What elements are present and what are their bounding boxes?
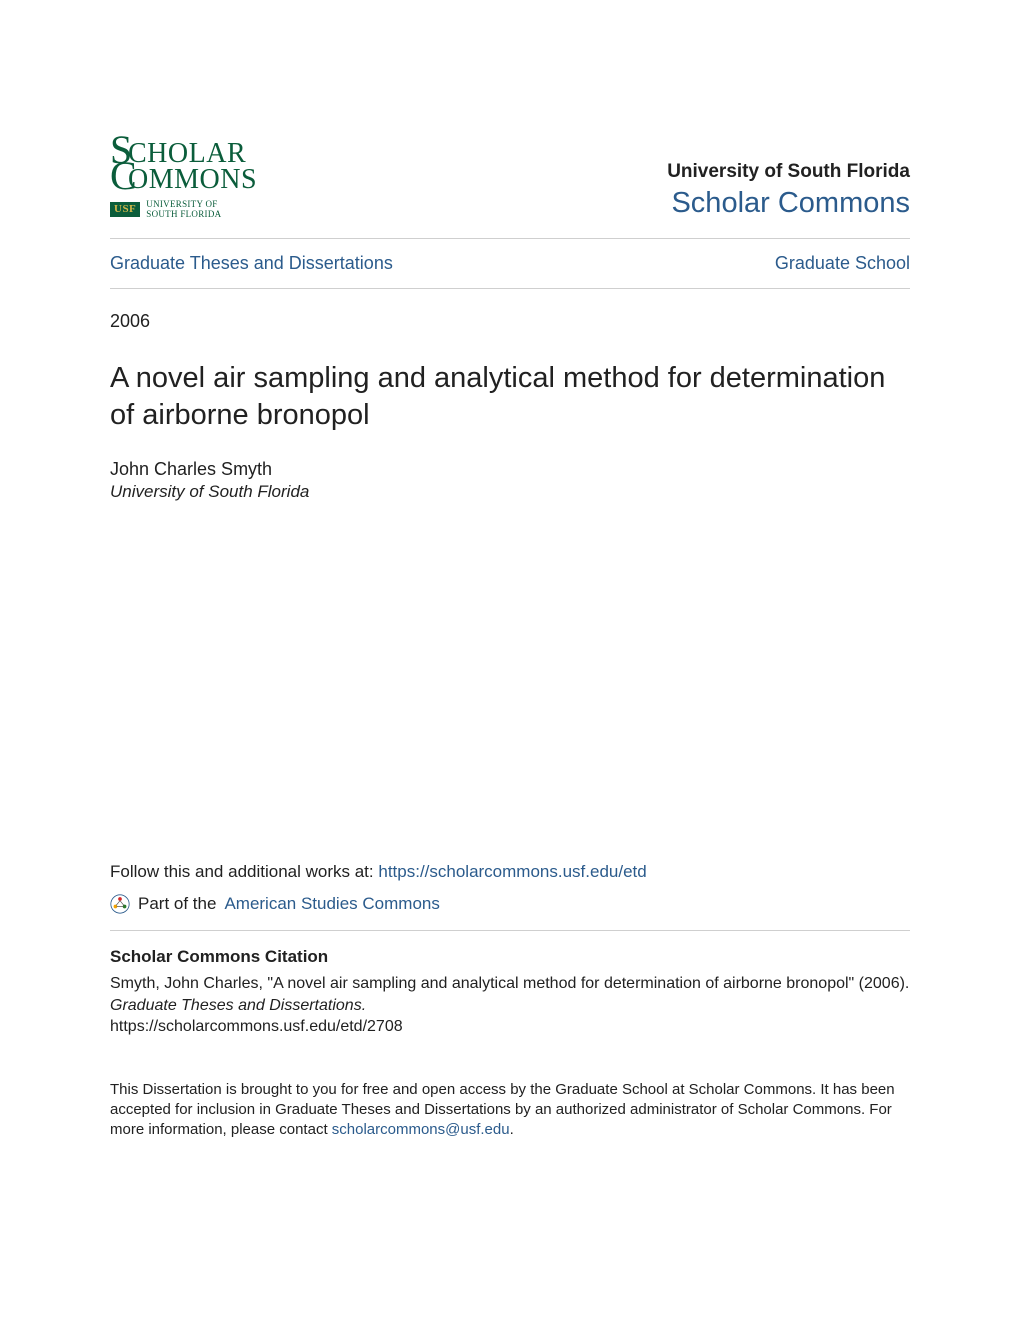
logo-cap-c: C [110, 156, 137, 196]
author-name: John Charles Smyth [110, 459, 910, 480]
institution-block: University of South Florida Scholar Comm… [667, 161, 910, 220]
discipline-link[interactable]: American Studies Commons [224, 894, 439, 914]
follow-section: Follow this and additional works at: htt… [110, 862, 910, 1141]
network-icon [110, 894, 130, 914]
citation-heading: Scholar Commons Citation [110, 947, 910, 967]
contact-email-link[interactable]: scholarcommons@usf.edu [332, 1121, 510, 1138]
usf-sub-text: UNIVERSITY OF SOUTH FLORIDA [146, 200, 221, 220]
paper-title: A novel air sampling and analytical meth… [110, 360, 910, 435]
citation-text: Smyth, John Charles, "A novel air sampli… [110, 973, 910, 1038]
repository-link[interactable]: Scholar Commons [667, 187, 910, 220]
header-row: S CHOLAR C OMMONS USF UNIVERSITY OF SOUT… [110, 140, 910, 220]
citation-year: (2006). [854, 975, 909, 992]
citation-series: Graduate Theses and Dissertations. [110, 997, 366, 1014]
collection-link[interactable]: Graduate Theses and Dissertations [110, 253, 393, 274]
citation-block: Scholar Commons Citation Smyth, John Cha… [110, 931, 910, 1038]
part-of-prefix: Part of the [138, 894, 216, 914]
follow-line: Follow this and additional works at: htt… [110, 862, 910, 882]
institution-name: University of South Florida [667, 161, 910, 183]
follow-prefix: Follow this and additional works at: [110, 862, 378, 881]
divider-breadcrumb [110, 288, 910, 289]
citation-title: "A novel air sampling and analytical met… [267, 975, 854, 992]
usf-badge: USF [110, 202, 140, 217]
publication-year: 2006 [110, 311, 910, 332]
graduate-school-link[interactable]: Graduate School [775, 253, 910, 274]
breadcrumb-row: Graduate Theses and Dissertations Gradua… [110, 239, 910, 288]
footer-text: This Dissertation is brought to you for … [110, 1080, 910, 1141]
usf-sub-2: SOUTH FLORIDA [146, 210, 221, 220]
citation-author: Smyth, John Charles, [110, 975, 267, 992]
footer-after: . [510, 1121, 514, 1138]
follow-url-link[interactable]: https://scholarcommons.usf.edu/etd [378, 862, 646, 881]
logo-rest-2: OMMONS [128, 164, 257, 195]
usf-band: USF UNIVERSITY OF SOUTH FLORIDA [110, 200, 257, 220]
author-affiliation: University of South Florida [110, 482, 910, 502]
citation-url: https://scholarcommons.usf.edu/etd/2708 [110, 1018, 403, 1035]
logo-line-2: C OMMONS [110, 166, 257, 194]
repository-logo: S CHOLAR C OMMONS USF UNIVERSITY OF SOUT… [110, 140, 257, 220]
part-of-line: Part of the American Studies Commons [110, 894, 910, 914]
